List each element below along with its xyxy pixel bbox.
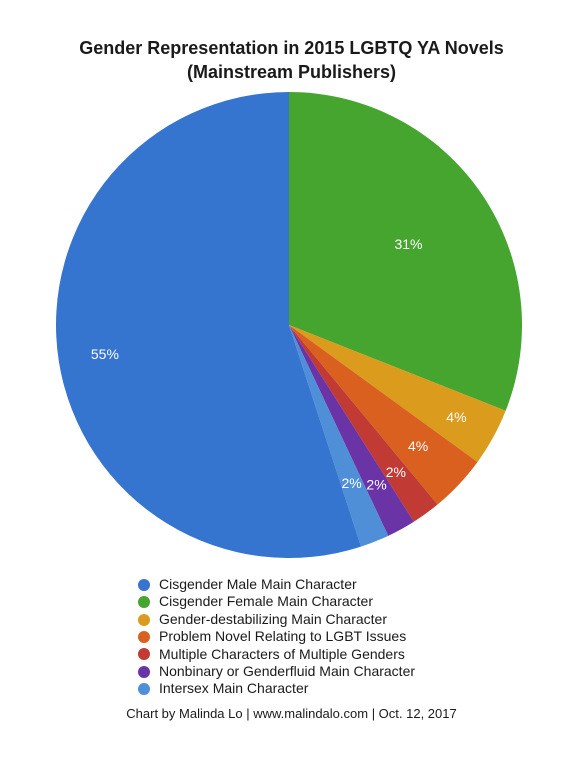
chart-subtitle: (Mainstream Publishers) — [186, 62, 397, 82]
legend-item: Problem Novel Relating to LGBT Issues — [138, 628, 415, 645]
slice-label-3: 4% — [408, 438, 428, 454]
legend-item: Cisgender Male Main Character — [138, 576, 415, 593]
pie-slice-7 — [56, 92, 362, 558]
legend-swatch — [138, 596, 150, 609]
legend-swatch — [138, 648, 150, 661]
pie-slice-2 — [289, 325, 506, 462]
legend-item: Nonbinary or Genderfluid Main Character — [138, 663, 415, 680]
chart-title-line: Gender Representation in 2015 LGBTQ YA N… — [79, 38, 504, 58]
legend-label: Problem Novel Relating to LGBT Issues — [159, 628, 407, 645]
pie-slice-5 — [289, 325, 414, 536]
legend-item: Gender-destabilizing Main Character — [138, 611, 415, 628]
legend-label: Gender-destabilizing Main Character — [159, 610, 387, 627]
pie-chart: 31%4%4%2%2%2%55% — [56, 92, 522, 558]
slice-label-5: 2% — [366, 476, 386, 492]
legend-label: Cisgender Male Main Character — [159, 576, 357, 592]
legend-swatch — [138, 683, 150, 696]
legend-label: Multiple Characters of Multiple Genders — [159, 645, 405, 662]
pie-slice-1 — [289, 92, 522, 411]
pie-slice-3 — [289, 325, 478, 505]
legend-label: Nonbinary or Genderfluid Main Character — [159, 663, 416, 680]
legend-label: Intersex Main Character — [159, 680, 309, 697]
legend-item: Multiple Characters of Multiple Genders — [138, 646, 415, 663]
legend-item: Cisgender Female Main Character — [138, 593, 415, 610]
slice-label-4: 2% — [386, 464, 406, 480]
legend-item: Intersex Main Character — [138, 680, 415, 697]
slice-label-2: 4% — [446, 409, 466, 425]
legend-swatch — [138, 665, 150, 678]
legend-swatch — [138, 630, 150, 643]
legend-swatch — [138, 613, 150, 626]
legend-label: Cisgender Female Main Character — [159, 593, 373, 610]
slice-label-1: 31% — [394, 236, 422, 252]
chart-credit: Chart by Malinda Lo | www.malindalo.com … — [126, 706, 457, 721]
slice-label-7: 55% — [91, 346, 119, 362]
pie-slice-4 — [289, 325, 438, 522]
pie-slice-6 — [289, 325, 389, 547]
legend-swatch — [138, 578, 150, 591]
chart-legend: Cisgender Male Main Character Cisgender F… — [138, 576, 415, 698]
slice-label-6: 2% — [341, 475, 361, 491]
chart-title: Gender Representation in 2015 LGBTQ YA N… — [0, 36, 583, 84]
